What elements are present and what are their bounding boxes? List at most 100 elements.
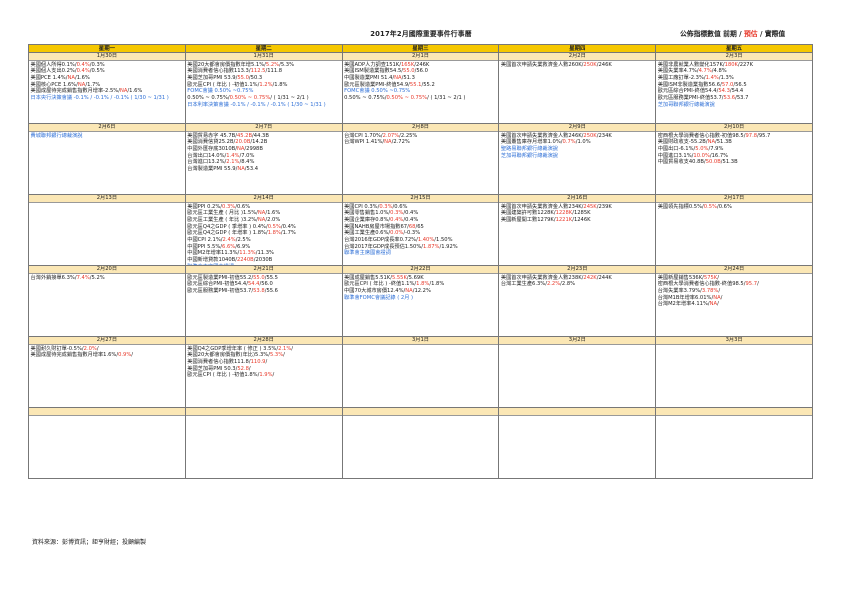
day-cell: 2月24日 美國新屋銷售536K/575K/密西根大學消費者信心指數-終值98.5… (656, 266, 813, 337)
event-forecast-value: 0.3% (222, 203, 236, 210)
event-label: 台灣M2年增率 (657, 301, 692, 308)
event-label: 美國首次申請失業救濟金人數 (500, 61, 569, 68)
day-date: 2月27日 (29, 337, 185, 345)
event-list (29, 416, 185, 417)
event-forecast-value: 5.55K (391, 274, 407, 281)
event-forecast-value: 180K (724, 61, 738, 68)
event-list (343, 416, 499, 417)
event-label: 歐元區工業生產 ( 月比 ) (187, 210, 243, 217)
event-forecast-value: 55.1 (409, 81, 422, 88)
event-forecast-value: 575K (703, 274, 718, 281)
event-label: 美國ADP人力調查 (344, 61, 386, 68)
event-forecast-value: 110.9 (250, 358, 266, 365)
event-label: 台灣製造業PMI (187, 166, 225, 173)
event-actual-value: 5.69K (408, 274, 424, 281)
event-prior-value: 0.5% (688, 203, 703, 210)
event-forecast-value: 5.2% (265, 61, 280, 68)
event-actual-value: 2030B (255, 257, 273, 264)
event-prior-value: 111.8 (234, 358, 249, 365)
event-item: 美國工廠訂單-2.3%/1.4%/1.3% (657, 74, 734, 81)
event-prior-value: -2.3% (688, 74, 704, 81)
event-label: 日本利率決策會議 -0.1% / -0.1% / -0.1% ( 1/30 ~ … (187, 101, 326, 108)
event-prior-value: 1.6% (62, 81, 77, 88)
event-actual-value: 111.8 (267, 68, 283, 75)
event-prior-value: 45.7B (220, 132, 236, 139)
event-label: 台灣CPI (344, 132, 365, 139)
weekday-header-thu: 星期四 (499, 45, 657, 53)
event-forecast-value: 6.6% (222, 243, 236, 250)
event-item: 美國ADP人力調查151K/165K/246K (344, 61, 430, 68)
event-forecast-value: NA (67, 74, 75, 81)
day-date: 3月2日 (499, 337, 656, 345)
event-label: 美國躉售庫存月增率 (500, 139, 548, 146)
day-date: 2月23日 (499, 266, 656, 274)
event-label: 美國Q4之GDP季增年率 ( 修正 ) (187, 345, 264, 352)
event-forecast-value: NA (384, 139, 392, 146)
event-label: 台灣出口 (187, 152, 209, 159)
event-label: 美國NAHB房屋市場指數 (344, 223, 401, 230)
event-actual-value: 0.6% (236, 203, 251, 210)
event-actual-value: 1246K (573, 216, 591, 223)
event-forecast-value: 2.0% (83, 345, 97, 352)
event-prior-value: 5.3% (255, 352, 269, 359)
event-item: 美國非農就業人數變化157K/180K/227K (657, 61, 754, 68)
day-cell: 1月31日 美國20大都會房價指數年增5.1%/5.2%/5.3% 美國消費者信心指… (185, 53, 343, 124)
event-prior-value: 0.1% (61, 61, 75, 68)
event-label: 美國貿易赤字 (187, 132, 221, 139)
event-label: 美國工廠訂單 (657, 74, 689, 81)
event-label: 歐元區Q4之GDP ( 年增率 ) (187, 230, 253, 237)
event-forecast-value: 245K (583, 203, 597, 210)
event-forecast-value: 250K (583, 132, 597, 139)
event-item: 美國失業率4.7%/4.7%/4.8% (657, 68, 727, 75)
event-item: 密西根大學消費者信心指數-初值98.5/97.8/95.7 (657, 132, 771, 139)
event-item: 美國消費者信心指數111.8/110.9/ (187, 358, 268, 365)
event-item: 歐元區CPI ( 年比 ) -終值1.1%/1.8%/1.8% (344, 281, 445, 288)
event-prior-value: 246K (568, 132, 582, 139)
event-label: 中國進口 (657, 152, 679, 159)
event-prior-value: 55.9 (224, 166, 236, 173)
event-label: 中國70大城市房價 (344, 287, 388, 294)
day-date (29, 408, 185, 416)
event-forecast-value: 5.3% (269, 352, 284, 359)
event-prior-value: 13.2% (208, 159, 225, 166)
event-list: 美國CPI 0.3%/0.3%/0.6% 美國零售銷售1.0%/0.3%/0.4%… (343, 203, 499, 257)
event-item: 聯準會主席國會證詞 (344, 250, 497, 257)
event-actual-value: 227K (739, 61, 754, 68)
event-label: FOMC會議 0.50% ~0.75% (187, 88, 254, 95)
event-item: 中國貿易收支40.8B/50.0B/51.3B (657, 159, 738, 166)
weekday-header-tue: 星期二 (185, 45, 343, 53)
event-item: 美國NAHB房屋市場指數67/68/65 (344, 223, 424, 230)
event-item: 美國工業生產0.6%/0.0%/-0.3% (344, 230, 421, 237)
event-prior-value: 3.79% (683, 287, 701, 294)
event-item: 歐元區CPI ( 年比 ) -初值1.8%/1.9%/ (187, 372, 275, 379)
event-item: 美國芝加哥PMI 53.9/55.0/50.3 (187, 74, 263, 81)
day-date: 2月6日 (29, 124, 185, 132)
event-prior-value: 50.3 (224, 365, 236, 372)
day-cell (656, 408, 813, 479)
event-label: 中國出口 (657, 145, 679, 152)
event-label: 美國消費者信心指數 (187, 68, 234, 75)
day-cell: 1月30日 美國個人所得0.1%/0.4%/0.3% 美國個人支出0.2%/0.4%… (29, 53, 186, 124)
weekday-header-mon: 星期一 (29, 45, 186, 53)
event-forecast-value: 2.1% (278, 345, 292, 352)
event-prior-value: 234K (568, 203, 582, 210)
event-forecast-value: NA (713, 294, 721, 301)
day-cell: 2月2日 美國首次申請失業救濟金人數260K/250K/246K (499, 53, 657, 124)
event-label: 美國成屋待完成銷售指數月增率 (30, 352, 104, 359)
event-forecast-value: 53.6 (723, 95, 736, 102)
event-item: 歐元區製造業PMI-終值54.9/55.1/55.2 (344, 81, 435, 88)
event-list: 美國新屋銷售536K/575K/密西根大學消費者信心指數-終值98.5/95.7… (656, 274, 812, 308)
event-prior-value: 54.4 (234, 281, 247, 288)
event-forecast-value: 45.2B (236, 132, 253, 139)
event-prior-value: 12.4% (387, 287, 404, 294)
event-actual-value: 1.7% (282, 230, 296, 237)
event-forecast-value: NA (236, 145, 245, 152)
event-forecast-value: 0.0% (390, 230, 404, 237)
event-prior-value: 55.2 (239, 274, 252, 281)
event-prior-value: 238K (568, 274, 582, 281)
day-cell: 2月3日 美國非農就業人數變化157K/180K/227K 美國失業率4.7%/4.… (656, 53, 813, 124)
event-prior-value: 0.3% (364, 203, 378, 210)
event-label: 歐元區製造業PMI-初值 (187, 274, 240, 281)
event-label: 歐元區綜合PMI-終值 (657, 88, 706, 95)
event-item: 中國PPI 5.5%/6.6%/6.9% (187, 243, 251, 250)
